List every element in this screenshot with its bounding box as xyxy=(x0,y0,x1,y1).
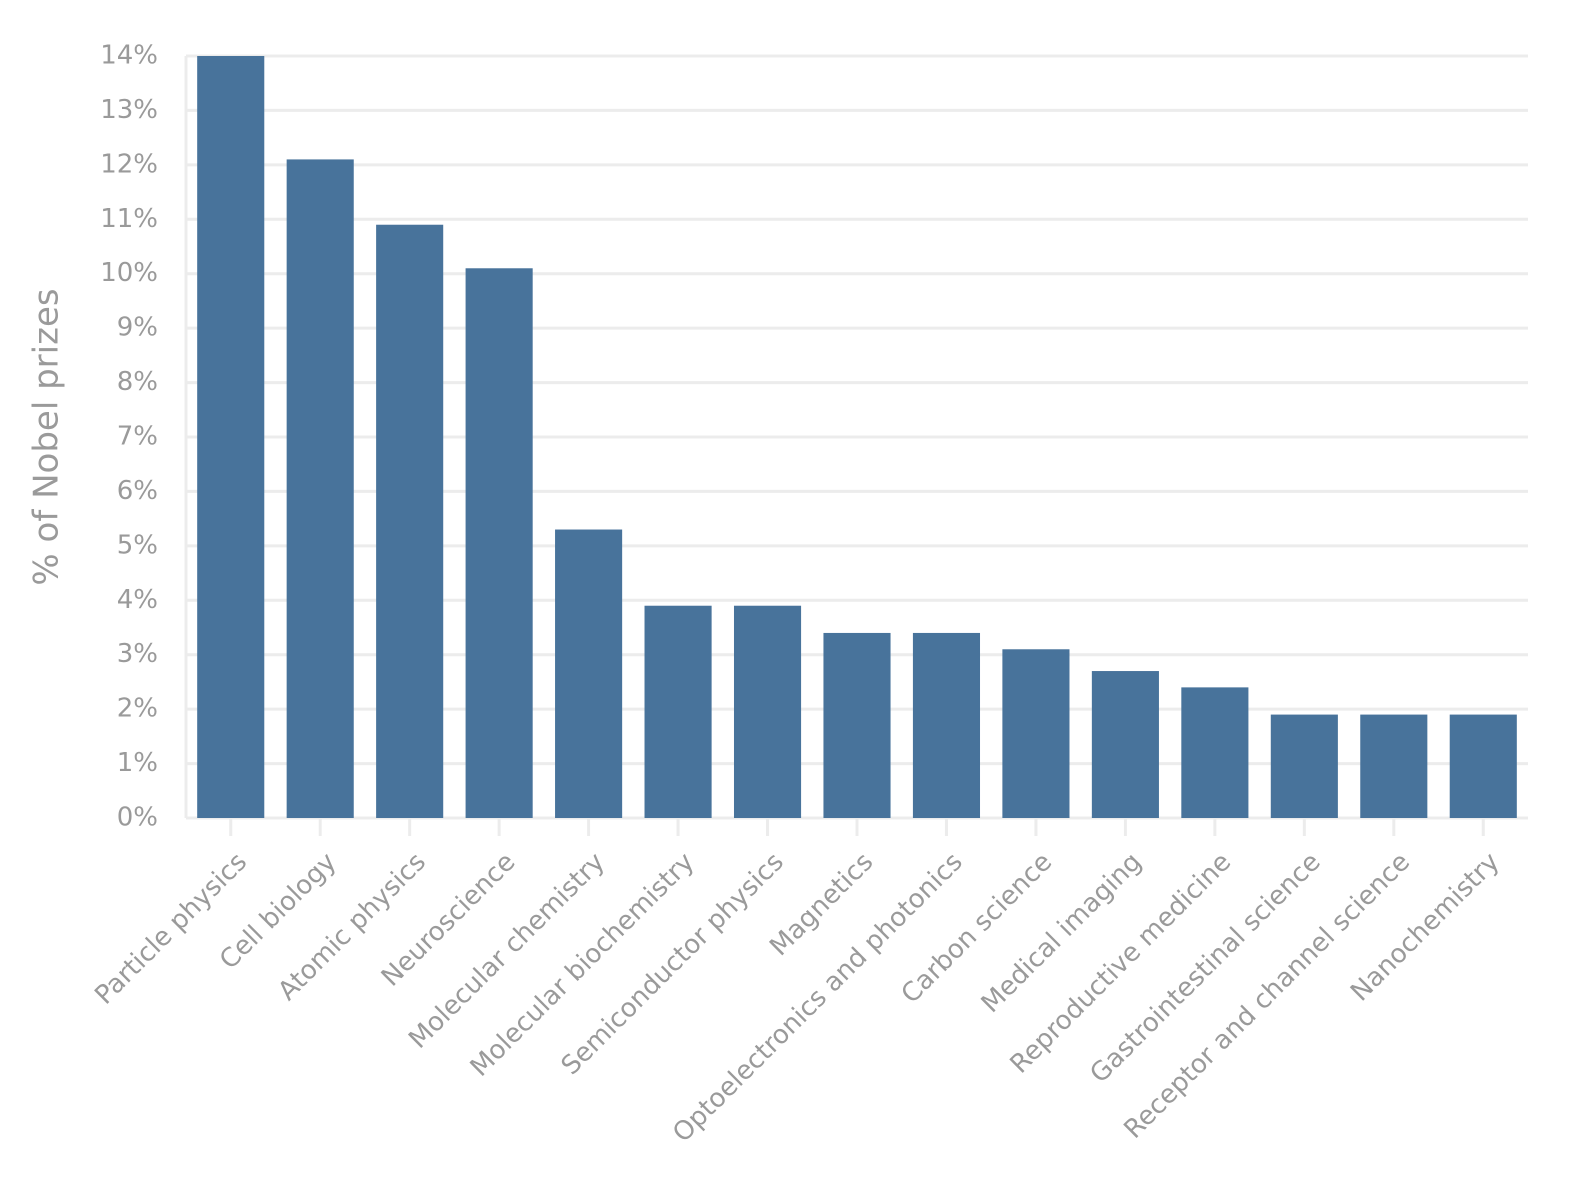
x-tick-label: Nanochemistry xyxy=(1345,847,1505,1007)
bar xyxy=(286,159,354,818)
y-tick-label: 8% xyxy=(117,367,158,397)
bar xyxy=(644,605,712,818)
bar xyxy=(1449,714,1517,818)
y-tick-label: 9% xyxy=(117,313,158,343)
y-tick-label: 6% xyxy=(117,476,158,506)
bar xyxy=(1091,671,1159,818)
bar xyxy=(823,632,891,818)
y-tick-label: 11% xyxy=(100,204,158,234)
bar xyxy=(1270,714,1338,818)
x-tick-label: Particle physics xyxy=(89,847,253,1011)
y-tick-label: 1% xyxy=(117,748,158,778)
y-tick-label: 3% xyxy=(117,639,158,669)
bar xyxy=(912,632,981,818)
y-tick-label: 14% xyxy=(100,41,158,71)
x-tick-label: Carbon science xyxy=(896,847,1058,1009)
bar xyxy=(555,529,623,818)
y-axis-label: % of Nobel prizes xyxy=(27,288,67,585)
bar xyxy=(465,268,533,818)
y-tick-label: 2% xyxy=(117,694,158,724)
y-tick-label: 10% xyxy=(100,258,158,288)
bar xyxy=(1181,687,1249,818)
y-tick-label: 0% xyxy=(117,803,158,833)
bar xyxy=(733,605,802,818)
bar xyxy=(1360,714,1428,818)
y-tick-label: 5% xyxy=(117,530,158,560)
y-tick-label: 13% xyxy=(100,95,158,125)
bar xyxy=(197,56,265,818)
y-tick-label: 4% xyxy=(117,585,158,615)
bar xyxy=(376,224,444,818)
bar xyxy=(1002,649,1070,818)
x-tick-label: Medical imaging xyxy=(976,847,1148,1019)
y-tick-label: 7% xyxy=(117,422,158,452)
y-tick-label: 12% xyxy=(100,149,158,179)
